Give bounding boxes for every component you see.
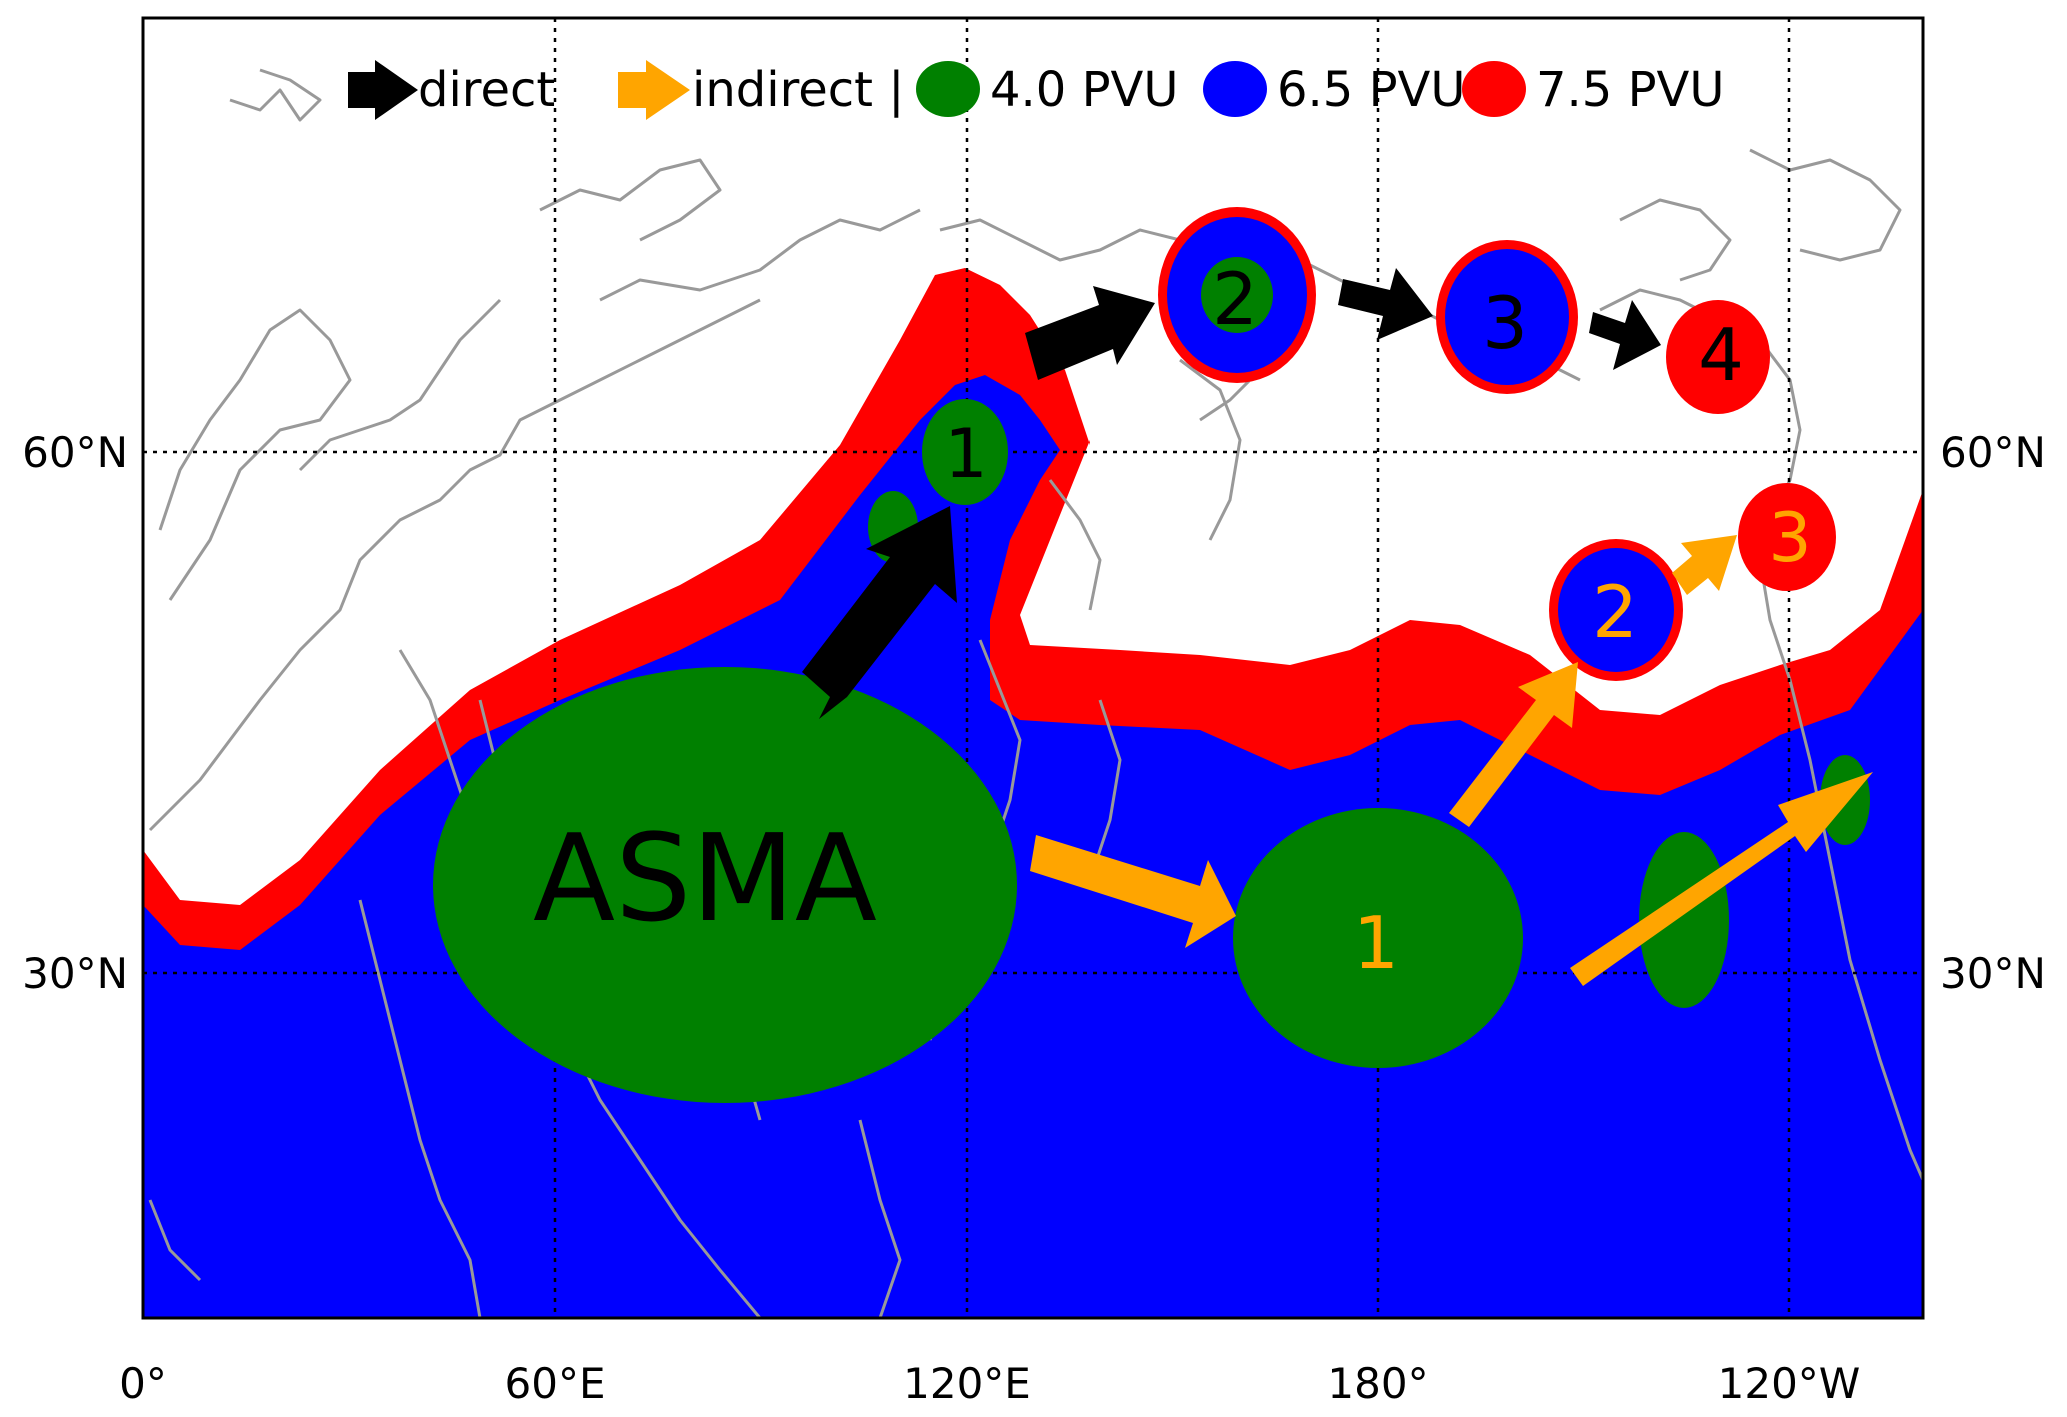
y-tick-left-60n: 60°N [22,428,128,477]
direct-step-1-region [922,399,1008,505]
direct-arrow-3-to-4 [1589,300,1661,370]
x-axis-ticks: 0° 60°E 120°E 180° 120°W [119,1359,1860,1408]
legend-pv-7-5-label: 7.5 PVU [1536,62,1725,118]
grid-lines [143,18,1923,1318]
direct-step-2-label: 2 [1212,257,1258,341]
y-axis-ticks-right: 60°N 30°N [1940,428,2046,998]
legend: direct indirect | 4.0 PVU 6.5 PVU 7.5 PV… [348,60,1725,120]
pv-6-5-contour-region [143,375,1923,1318]
direct-step-1-label: 1 [944,415,987,494]
direct-step-4-label: 4 [1698,313,1744,397]
indirect-step-3-label: 3 [1768,499,1811,578]
plot-frame [141,16,1925,1320]
x-tick-180: 180° [1327,1359,1428,1408]
legend-indirect-label: indirect | [692,62,904,118]
x-tick-120w: 120°W [1718,1359,1861,1408]
legend-pv-6-5-swatch [1203,61,1267,117]
legend-direct-arrow-icon [348,60,418,120]
indirect-step-1-label: 1 [1353,901,1399,985]
legend-direct-label: direct [418,62,555,118]
y-tick-right-60n: 60°N [1940,428,2046,477]
indirect-arrows [1030,535,1873,986]
indirect-green-region-2 [1639,832,1729,1008]
indirect-arrow-1-to-2 [1449,662,1578,827]
asma-anticyclone [433,667,1017,1103]
direct-arrow-asma-to-1 [802,506,957,719]
legend-pv-7-5-swatch [1462,61,1526,117]
legend-pv-4-0-label: 4.0 PVU [990,62,1179,118]
direct-step-3-label: 3 [1482,281,1528,365]
indirect-step-3-region [1738,483,1836,591]
x-tick-120e: 120°E [903,1359,1031,1408]
x-tick-0: 0° [119,1359,167,1408]
y-axis-ticks-left: 60°N 30°N [22,428,128,998]
indirect-step-2-label: 2 [1592,570,1638,654]
direct-step-2-inner [1201,257,1273,333]
direct-arrow-1-to-2 [1025,286,1155,380]
direct-step-3-inner [1445,249,1569,385]
asma-label: ASMA [533,810,877,949]
legend-indirect-arrow-icon [618,60,690,120]
indirect-step-1-region [1233,808,1523,1068]
y-tick-left-30n: 30°N [22,949,128,998]
direct-arrow-2-to-3 [1338,268,1433,340]
direct-arrows [802,268,1661,719]
indirect-arrow-asma-to-1 [1030,835,1236,948]
direct-step-4-region [1666,300,1770,414]
indirect-arrow-2-to-3 [1672,535,1737,595]
y-tick-right-30n: 30°N [1940,949,2046,998]
indirect-step-2-inner [1558,548,1674,672]
legend-pv-6-5-label: 6.5 PVU [1277,62,1466,118]
x-tick-60e: 60°E [505,1359,606,1408]
legend-pv-4-0-swatch [916,61,980,117]
indirect-arrow-to-east [1570,772,1873,986]
